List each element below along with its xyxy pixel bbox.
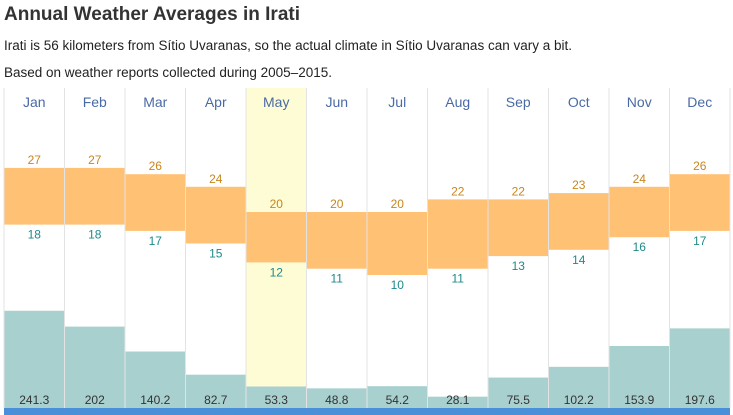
low-temp-label: 18 <box>28 228 42 242</box>
high-temp-label: 26 <box>149 159 163 173</box>
low-temp-label: 13 <box>512 259 526 273</box>
precipitation-bar <box>246 386 306 408</box>
precipitation-label: 153.9 <box>624 393 654 407</box>
low-temp-label: 11 <box>452 272 465 286</box>
temperature-range-bar <box>549 193 609 250</box>
temperature-range-bar <box>125 174 185 231</box>
precipitation-label: 202 <box>85 393 105 407</box>
temperature-range-bar <box>246 212 306 263</box>
temperature-range-bar <box>428 199 488 269</box>
precipitation-label: 197.6 <box>685 393 715 407</box>
high-temp-label: 20 <box>330 197 344 211</box>
temperature-range-bar <box>65 167 125 225</box>
precipitation-bar <box>4 310 64 408</box>
precipitation-label: 140.2 <box>140 393 170 407</box>
bottom-scroll-bar <box>4 408 730 415</box>
month-label: Nov <box>627 94 652 110</box>
month-label: Sep <box>506 94 531 110</box>
month-label: Feb <box>83 94 107 110</box>
precipitation-bar <box>428 396 488 408</box>
temperature-range-bar <box>307 212 367 269</box>
high-temp-label: 24 <box>633 172 647 186</box>
precipitation-bar <box>367 386 427 408</box>
month-label: Oct <box>568 94 590 110</box>
temperature-range-bar <box>4 167 64 225</box>
precipitation-bar <box>670 328 730 408</box>
precipitation-label: 48.8 <box>325 393 349 407</box>
precipitation-bar <box>307 388 367 408</box>
precipitation-label: 102.2 <box>564 393 594 407</box>
month-label: Dec <box>687 94 712 110</box>
precipitation-bar <box>609 345 669 408</box>
precipitation-bar <box>65 326 125 408</box>
temperature-range-bar <box>186 186 246 244</box>
temperature-range-bar <box>367 212 427 275</box>
high-temp-label: 22 <box>451 184 465 198</box>
temperature-range-bar <box>609 186 669 238</box>
low-temp-label: 10 <box>391 278 405 292</box>
low-temp-label: 17 <box>693 234 707 248</box>
distance-note: Irati is 56 kilometers from Sítio Uvaran… <box>4 38 572 53</box>
high-temp-label: 22 <box>512 184 526 198</box>
precipitation-label: 82.7 <box>204 393 228 407</box>
month-label: Aug <box>445 94 470 110</box>
low-temp-label: 15 <box>209 247 223 261</box>
month-label: Jan <box>23 94 46 110</box>
precipitation-label: 241.3 <box>19 393 49 407</box>
month-label: Jun <box>325 94 348 110</box>
month-label: Apr <box>205 94 227 110</box>
low-temp-label: 18 <box>88 228 102 242</box>
precipitation-bar <box>186 374 246 408</box>
precipitation-label: 54.2 <box>386 393 410 407</box>
low-temp-label: 16 <box>633 240 647 254</box>
temperature-range-bar <box>488 199 548 257</box>
low-temp-label: 12 <box>270 265 284 279</box>
month-label: Jul <box>388 94 406 110</box>
data-source-note: Based on weather reports collected durin… <box>4 65 332 80</box>
high-temp-label: 27 <box>28 153 42 167</box>
precipitation-bar <box>125 351 185 408</box>
precipitation-label: 75.5 <box>507 393 531 407</box>
precipitation-bar <box>549 366 609 408</box>
high-temp-label: 23 <box>572 178 586 192</box>
high-temp-label: 26 <box>693 159 707 173</box>
high-temp-label: 20 <box>270 197 284 211</box>
low-temp-label: 11 <box>331 272 344 286</box>
page-title: Annual Weather Averages in Irati <box>4 4 300 25</box>
precipitation-label: 28.1 <box>446 393 470 407</box>
low-temp-label: 14 <box>572 253 586 267</box>
precipitation-label: 53.3 <box>265 393 289 407</box>
month-label: May <box>263 94 289 110</box>
low-temp-label: 17 <box>149 234 163 248</box>
high-temp-label: 27 <box>88 153 102 167</box>
high-temp-label: 24 <box>209 172 223 186</box>
high-temp-label: 20 <box>391 197 405 211</box>
month-label: Mar <box>143 94 167 110</box>
temperature-range-bar <box>670 174 730 231</box>
precipitation-bar <box>488 377 548 408</box>
